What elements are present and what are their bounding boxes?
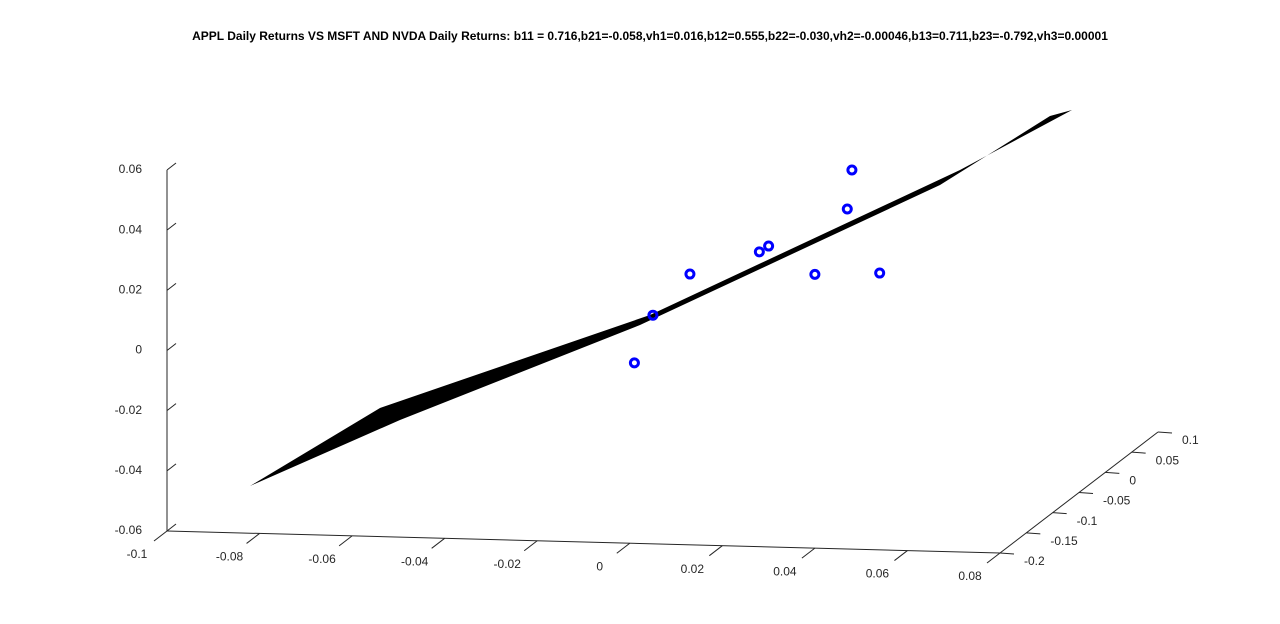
- x-tick: [523, 540, 538, 552]
- y-tick-label: 0.05: [1156, 453, 1180, 467]
- x-tick-label: 0.04: [773, 564, 797, 578]
- x-tick-label: -0.02: [494, 557, 522, 571]
- x-tick-label: 0.06: [866, 567, 890, 581]
- data-point: [763, 240, 775, 252]
- chart-title: APPL Daily Returns VS MSFT AND NVDA Dail…: [192, 29, 1108, 43]
- data-point: [846, 164, 858, 176]
- z-tick: [166, 523, 177, 532]
- x-tick: [431, 537, 445, 549]
- x-tick: [986, 552, 1001, 564]
- z-tick-label: -0.02: [115, 403, 143, 417]
- data-point: [753, 246, 765, 258]
- data-point: [841, 203, 853, 215]
- x-tick: [709, 545, 723, 557]
- x-tick: [894, 550, 908, 561]
- y-tick: [1052, 512, 1067, 515]
- x-tick: [246, 533, 260, 544]
- y-tick-label: 0: [1129, 474, 1136, 488]
- data-point: [809, 268, 821, 280]
- x-tick: [338, 535, 353, 547]
- z-tick: [166, 463, 177, 472]
- x-tick-label: 0.08: [958, 569, 982, 583]
- x-tick-label: -0.06: [308, 552, 336, 566]
- data-point: [647, 309, 659, 321]
- z-tick-label: -0.06: [115, 523, 143, 537]
- z-tick: [166, 403, 177, 412]
- data-point: [874, 267, 886, 279]
- y-tick: [1131, 451, 1146, 454]
- y-tick: [1026, 532, 1041, 535]
- y-tick-label: -0.05: [1103, 494, 1131, 508]
- z-tick: [166, 343, 177, 351]
- z-tick-label: 0.04: [119, 222, 143, 236]
- x-tick-label: -0.1: [127, 547, 148, 561]
- y-tick-label: 0.1: [1182, 433, 1199, 447]
- x-tick: [616, 542, 631, 554]
- z-tick-label: -0.04: [115, 463, 143, 477]
- y-tick: [1157, 431, 1173, 434]
- x-tick-label: 0.02: [681, 562, 705, 576]
- x-tick-label: 0: [596, 559, 603, 573]
- z-tick-label: 0.06: [119, 162, 143, 176]
- y-tick: [1105, 471, 1120, 474]
- y-tick-label: -0.15: [1050, 534, 1078, 548]
- z-tick-label: 0: [135, 343, 142, 357]
- x-tick: [153, 530, 168, 542]
- y-tick-label: -0.1: [1077, 514, 1098, 528]
- data-point: [684, 268, 696, 280]
- y-tick: [999, 552, 1015, 555]
- data-point: [628, 357, 640, 369]
- z-tick-label: 0.02: [119, 283, 143, 297]
- x-tick: [801, 547, 816, 559]
- x-tick-label: -0.08: [216, 550, 244, 564]
- x-tick-label: -0.04: [401, 555, 429, 569]
- y-tick-label: -0.2: [1024, 554, 1045, 568]
- x-axis: [166, 530, 1001, 554]
- y-tick: [1078, 492, 1094, 494]
- z-tick: [166, 162, 177, 171]
- z-tick: [166, 282, 177, 291]
- fitted-surface: [250, 110, 1072, 486]
- z-tick: [166, 222, 177, 231]
